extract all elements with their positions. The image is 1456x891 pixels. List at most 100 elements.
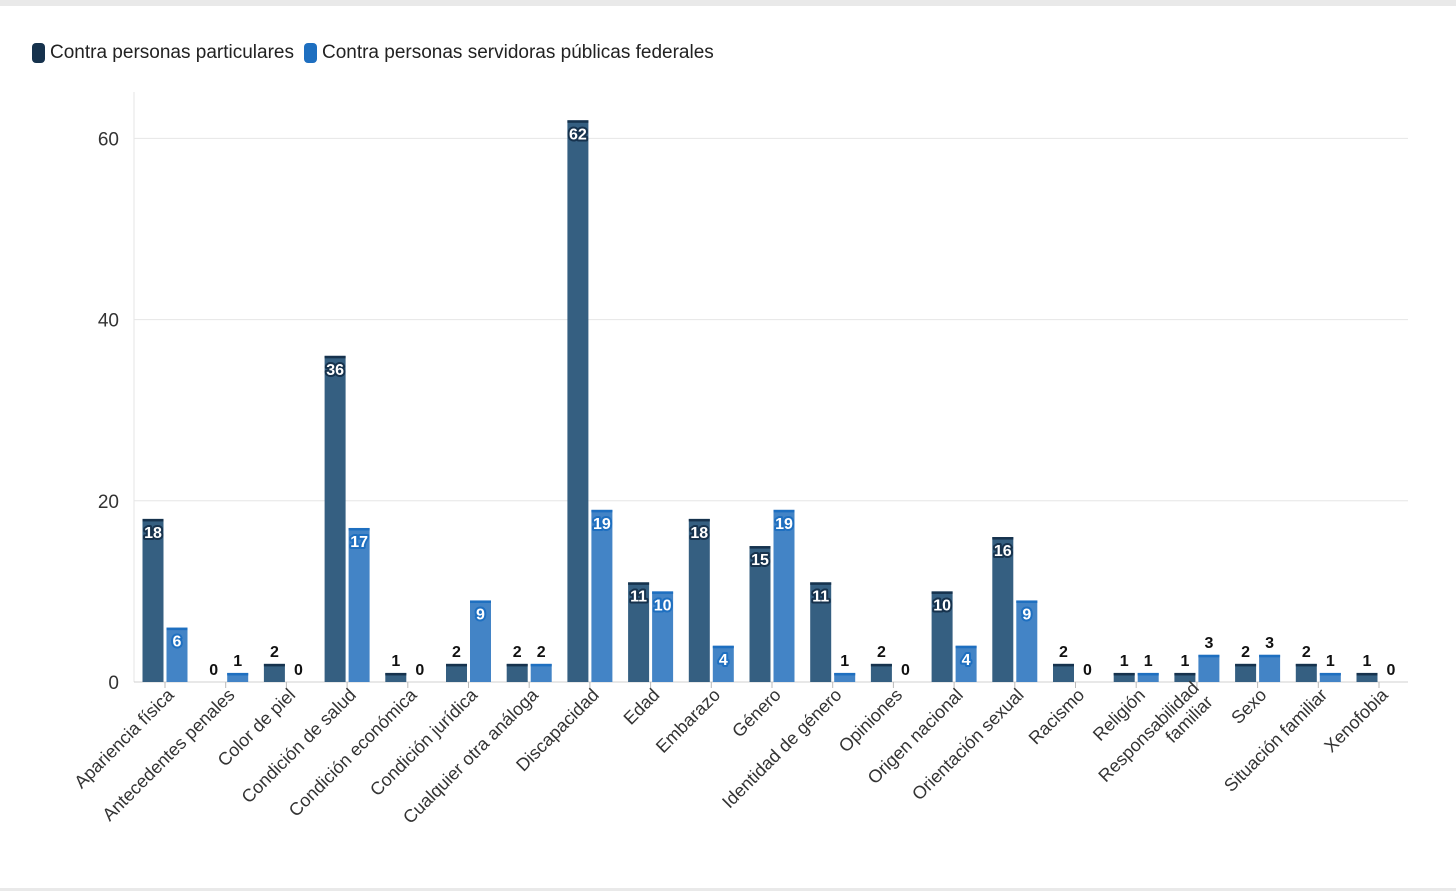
x-category-label: Identidad de género <box>718 685 845 812</box>
data-label: 6 <box>173 634 182 651</box>
bar-particulares[interactable] <box>446 663 467 682</box>
data-label: 1 <box>1144 653 1153 670</box>
data-label: 1 <box>1363 653 1372 670</box>
bar-particulares[interactable] <box>506 663 528 682</box>
data-label: 1 <box>1120 653 1129 670</box>
x-category-label: Género <box>728 685 785 742</box>
bar-particulares[interactable] <box>324 355 346 682</box>
bar-servidoras[interactable] <box>1319 672 1341 682</box>
bar-servidoras[interactable] <box>1137 672 1159 682</box>
bar-cap <box>470 600 491 603</box>
bar-servidoras[interactable] <box>348 527 370 682</box>
data-label: 0 <box>294 662 303 679</box>
bar-cap <box>348 527 370 531</box>
bar-cap <box>652 591 674 594</box>
data-label: 18 <box>690 525 708 542</box>
bar-particulares[interactable] <box>1235 663 1257 682</box>
bar-cap <box>142 518 164 522</box>
data-label: 2 <box>1241 644 1250 661</box>
y-tick-label: 40 <box>98 311 119 332</box>
bar-particulares[interactable] <box>870 663 892 682</box>
x-category-label: Racismo <box>1025 685 1089 749</box>
data-label: 1 <box>840 653 849 670</box>
bar-cap <box>1113 672 1135 676</box>
bar-servidoras[interactable] <box>1016 600 1038 682</box>
legend-item-servidoras[interactable]: Contra personas servidoras públicas fede… <box>303 42 714 64</box>
data-label: 4 <box>719 652 728 669</box>
data-label: 0 <box>1387 662 1396 679</box>
data-label: 2 <box>513 644 522 661</box>
bar-particulares[interactable] <box>1113 672 1135 682</box>
y-tick-label: 60 <box>98 129 119 150</box>
bar-cap <box>955 645 977 649</box>
bar-cap <box>385 672 407 676</box>
bar-particulares[interactable] <box>931 591 953 682</box>
bar-particulares[interactable] <box>567 120 589 682</box>
data-label: 11 <box>630 588 647 605</box>
data-label: 2 <box>270 644 279 661</box>
data-label: 9 <box>476 606 485 623</box>
bar-servidoras[interactable] <box>166 627 188 682</box>
bar-cap <box>324 355 346 359</box>
bar-particulares[interactable] <box>810 582 832 682</box>
bar-particulares[interactable] <box>1356 672 1378 682</box>
x-category-label: Condición de salud <box>238 685 360 807</box>
bar-particulares[interactable] <box>263 663 285 682</box>
bar-cap <box>263 663 285 667</box>
legend-swatch-particulares <box>32 43 45 63</box>
bar-servidoras[interactable] <box>712 645 734 682</box>
bar-servidoras[interactable] <box>834 672 856 682</box>
bar-cap <box>834 672 856 676</box>
legend-item-particulares[interactable]: Contra personas particulares <box>32 42 294 64</box>
bar-particulares[interactable] <box>1295 663 1317 682</box>
bar-particulares[interactable] <box>1174 672 1196 682</box>
bar-cap <box>591 509 613 513</box>
bar-servidoras[interactable] <box>652 591 674 682</box>
bar-cap <box>773 509 795 513</box>
data-label: 3 <box>1204 635 1213 652</box>
bar-particulares[interactable] <box>992 537 1014 682</box>
data-label: 19 <box>593 516 611 533</box>
bar-particulares[interactable] <box>628 582 650 682</box>
data-label: 16 <box>994 543 1012 560</box>
bar-servidoras[interactable] <box>1198 654 1220 682</box>
bar-servidoras[interactable] <box>1259 654 1281 682</box>
data-label: 0 <box>209 662 218 679</box>
bar-cap <box>992 537 1014 540</box>
bar-cap <box>567 120 589 123</box>
bar-cap <box>1174 672 1196 676</box>
data-label: 17 <box>350 534 368 551</box>
bar-particulares[interactable] <box>385 672 407 682</box>
data-label: 4 <box>962 652 971 669</box>
x-category-label: Apariencia física <box>70 684 178 792</box>
bar-cap <box>1016 600 1038 603</box>
bar-cap <box>1295 663 1317 667</box>
bar-particulares[interactable] <box>749 546 771 682</box>
bar-servidoras[interactable] <box>591 509 613 682</box>
data-label: 62 <box>569 126 587 143</box>
bar-servidoras[interactable] <box>470 600 491 682</box>
bar-cap <box>1235 663 1257 667</box>
y-tick-label: 20 <box>98 492 119 513</box>
data-label: 3 <box>1265 635 1274 652</box>
bar-cap <box>749 546 771 549</box>
bar-cap <box>1259 654 1281 658</box>
bar-particulares[interactable] <box>688 518 710 682</box>
bar-servidoras[interactable] <box>227 672 249 682</box>
x-category-label: Edad <box>620 685 664 729</box>
bar-servidoras[interactable] <box>955 645 977 682</box>
data-label: 2 <box>1059 644 1068 661</box>
data-label: 10 <box>654 597 672 614</box>
bar-particulares[interactable] <box>142 518 164 682</box>
bar-servidoras[interactable] <box>530 663 552 682</box>
legend-label-servidoras: Contra personas servidoras públicas fede… <box>321 42 714 63</box>
bar-particulares[interactable] <box>1053 663 1074 682</box>
bar-cap <box>688 518 710 522</box>
bar-servidoras[interactable] <box>773 509 795 682</box>
x-category-label: Xenofobia <box>1320 684 1392 756</box>
data-label: 10 <box>933 597 951 614</box>
data-label: 2 <box>452 644 461 661</box>
bar-cap <box>530 663 552 667</box>
